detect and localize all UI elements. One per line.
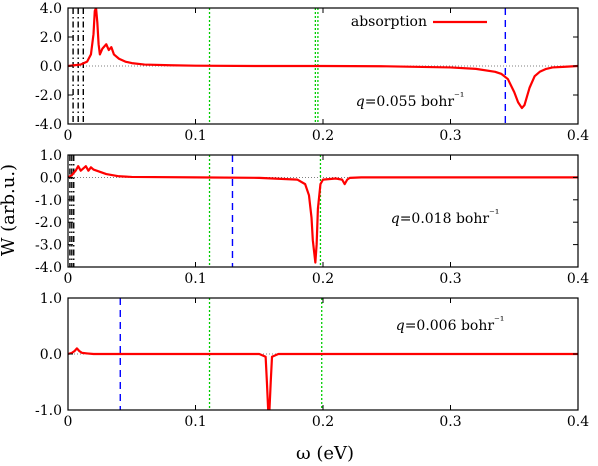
panel-middle-frame xyxy=(67,154,579,268)
panel-bottom: 0 0.1 0.2 0.3 0.4 -1.0 0.0 1.0 q=0.006 bohr⁻¹ xyxy=(35,291,589,430)
panel-bottom-ytick-label: 1.0 xyxy=(40,291,62,307)
panel-bottom-ytick-label: -1.0 xyxy=(35,403,62,419)
panel-middle-ytick-label: -4.0 xyxy=(35,260,62,276)
panel-middle-ytick-label: -3.0 xyxy=(35,238,62,254)
panel-top-ytick-label: -4.0 xyxy=(35,117,62,133)
panel-bottom-xtick-label: 0.1 xyxy=(184,414,206,430)
panel-bottom-xtick-label: 0.2 xyxy=(312,414,334,430)
panel-top-xtick-label: 0 xyxy=(64,128,73,144)
panel-top-series-1 xyxy=(68,8,578,110)
legend-label: absorption xyxy=(351,14,427,30)
panel-bottom-xtick-label: 0 xyxy=(64,414,73,430)
panel-middle-xtick-label: 0.3 xyxy=(439,271,461,287)
panel-top-xtick-label: 0.3 xyxy=(439,128,461,144)
panel-bottom-xtick-label: 0.4 xyxy=(567,414,589,430)
panel-middle-ytick-label: -2.0 xyxy=(35,215,62,231)
panel-top-ytick-label: 4.0 xyxy=(40,1,62,17)
panel-middle-xtick-label: 0 xyxy=(64,271,73,287)
panel-top: 0 0.1 0.2 0.3 0.4 -4.0 -2.0 0.0 2.0 4.0 absorption… xyxy=(35,1,589,144)
panel-top-ytick-label: -2.0 xyxy=(35,88,62,104)
panel-top-annotation: q=0.055 bohr⁻¹ xyxy=(356,90,465,110)
panel-top-ytick-label: 0.0 xyxy=(40,59,62,75)
panel-top-ytick-label: 2.0 xyxy=(40,30,62,46)
panel-middle-xtick-label: 0.2 xyxy=(312,271,334,287)
panel-top-xtick-label: 0.2 xyxy=(312,128,334,144)
panel-middle-ytick-label: 1.0 xyxy=(40,148,62,164)
panel-bottom-ytick-label: 0.0 xyxy=(40,347,62,363)
panel-top-xtick-label: 0.1 xyxy=(184,128,206,144)
panel-top-legend: absorption xyxy=(351,14,487,30)
x-axis-title: ω (eV) xyxy=(296,443,354,464)
panel-bottom-series-1 xyxy=(68,347,578,410)
panel-top-xtick-label: 0.4 xyxy=(567,128,589,144)
panel-middle-ytick-label: -1.0 xyxy=(35,193,62,209)
panel-middle: 0 0.1 0.2 0.3 0.4 -4.0 -3.0 -2.0 -1.0 0.0 1.0 q=0.0… xyxy=(35,148,589,287)
panel-middle-xtick-label: 0.1 xyxy=(184,271,206,287)
panel-middle-ytick-label: 0.0 xyxy=(40,170,62,186)
panel-bottom-annotation: q=0.006 bohr⁻¹ xyxy=(396,314,505,334)
panel-middle-xtick-label: 0.4 xyxy=(567,271,589,287)
panel-bottom-xtick-label: 0.3 xyxy=(439,414,461,430)
panel-middle-annotation: q=0.018 bohr⁻¹ xyxy=(391,207,500,227)
panel-middle-series-1 xyxy=(68,165,578,264)
y-axis-title: W (arb.u.) xyxy=(0,164,19,256)
